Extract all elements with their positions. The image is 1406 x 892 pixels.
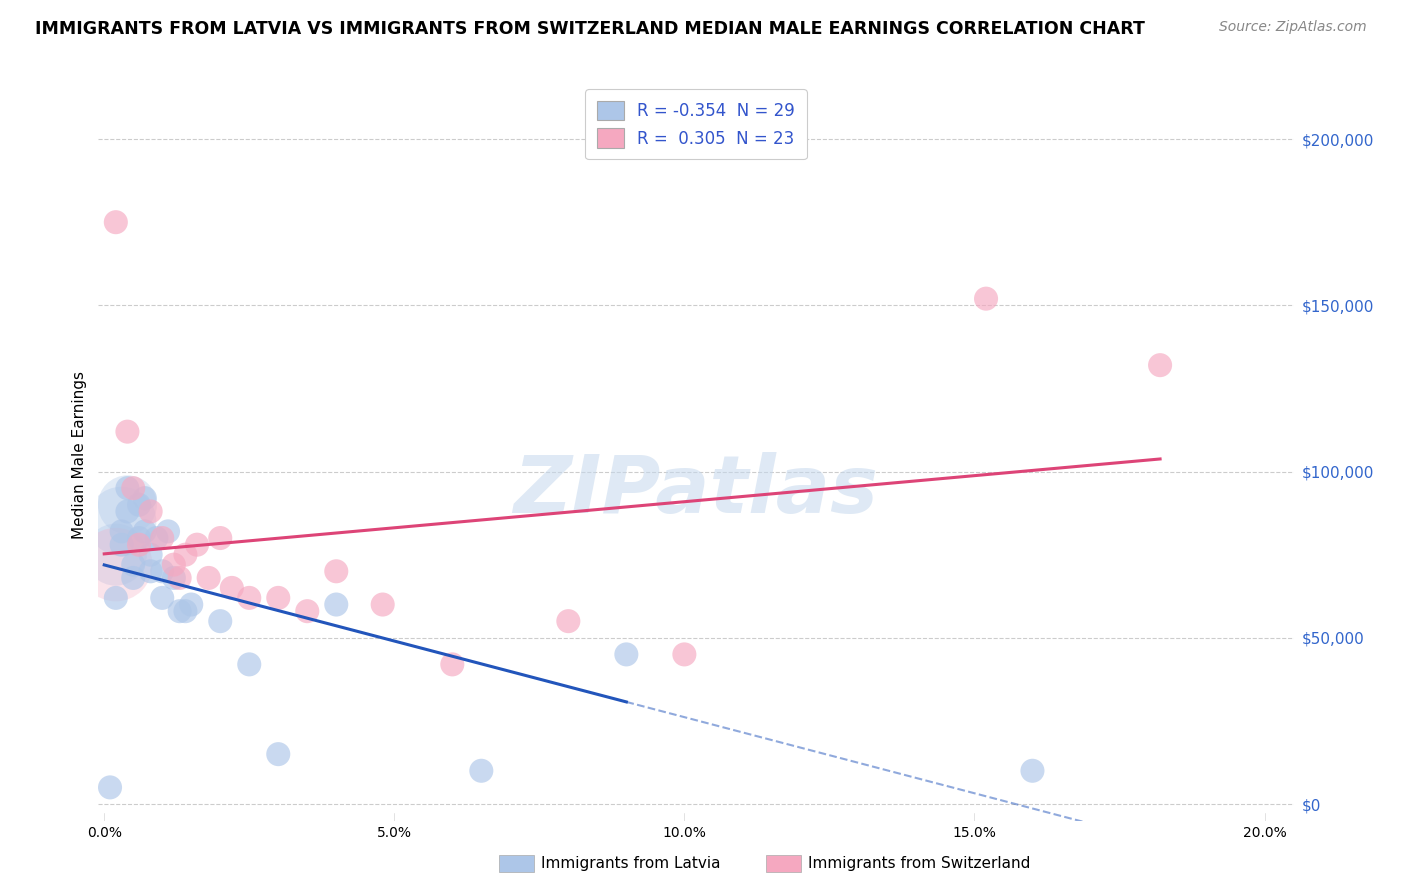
Point [557,614,579,628]
Point [169,604,191,618]
Point [186,538,208,552]
Point [673,648,696,662]
Point [139,548,162,562]
Point [470,764,492,778]
Point [104,215,127,229]
Point [117,504,139,518]
Text: Immigrants from Switzerland: Immigrants from Switzerland [808,856,1031,871]
Point [157,524,180,539]
Point [117,425,139,439]
Point [139,504,162,518]
Point [150,564,173,578]
Legend: R = -0.354  N = 29, R =  0.305  N = 23: R = -0.354 N = 29, R = 0.305 N = 23 [585,89,807,160]
Point [614,648,637,662]
Point [134,491,156,505]
Point [974,292,997,306]
Point [150,531,173,545]
Point [104,558,127,572]
Point [122,571,145,585]
Point [267,747,290,761]
Point [1149,358,1171,372]
Point [441,657,464,672]
Point [128,538,150,552]
Point [174,548,197,562]
Point [98,780,121,795]
Point [180,598,202,612]
Point [325,598,347,612]
Point [221,581,243,595]
Point [371,598,394,612]
Point [238,657,260,672]
Point [134,524,156,539]
Point [111,524,134,539]
Point [128,531,150,545]
Text: ZIPatlas: ZIPatlas [513,452,879,531]
Text: Immigrants from Latvia: Immigrants from Latvia [541,856,721,871]
Point [150,591,173,605]
Point [209,531,232,545]
Point [174,604,197,618]
Point [297,604,319,618]
Point [122,481,145,495]
Point [163,558,186,572]
Point [267,591,290,605]
Text: IMMIGRANTS FROM LATVIA VS IMMIGRANTS FROM SWITZERLAND MEDIAN MALE EARNINGS CORRE: IMMIGRANTS FROM LATVIA VS IMMIGRANTS FRO… [35,20,1144,37]
Point [111,515,134,529]
Point [169,571,191,585]
Point [209,614,232,628]
Point [145,531,167,545]
Point [128,498,150,512]
Point [122,558,145,572]
Point [117,498,139,512]
Point [104,591,127,605]
Point [163,571,186,585]
Point [104,548,127,562]
Y-axis label: Median Male Earnings: Median Male Earnings [72,371,87,539]
Point [117,481,139,495]
Point [1021,764,1043,778]
Text: Source: ZipAtlas.com: Source: ZipAtlas.com [1219,20,1367,34]
Point [325,564,347,578]
Point [197,571,219,585]
Point [111,538,134,552]
Point [238,591,260,605]
Point [139,564,162,578]
